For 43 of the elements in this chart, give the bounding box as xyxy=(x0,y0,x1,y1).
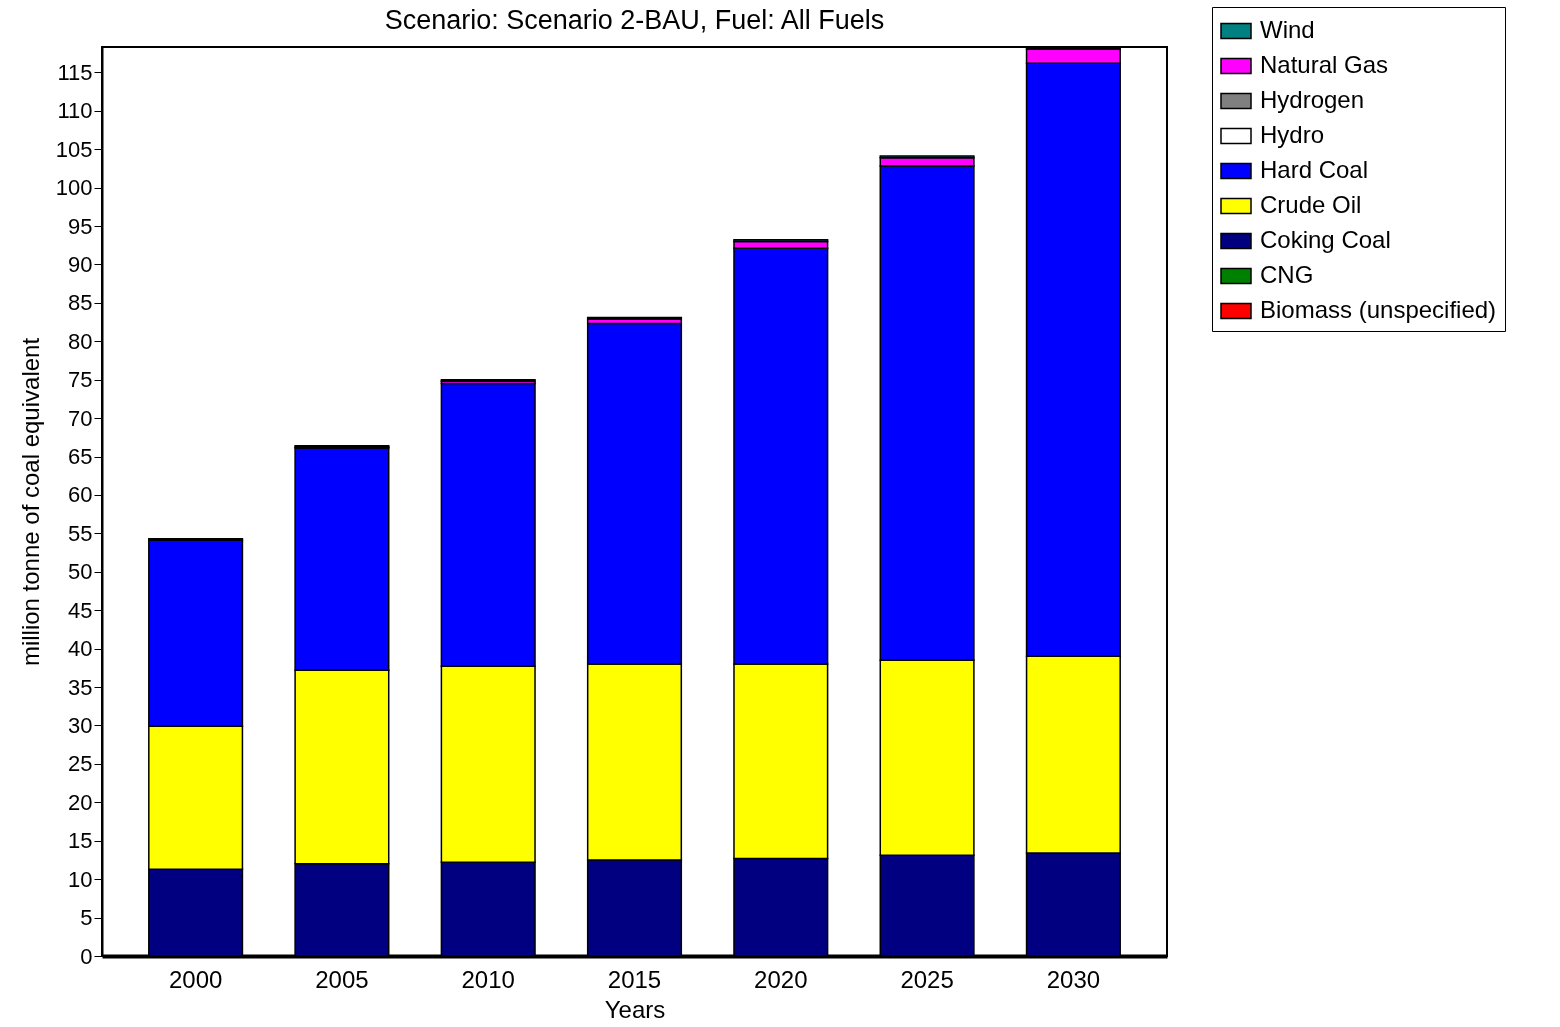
legend-label: Coking Coal xyxy=(1260,226,1391,253)
y-tick-label: 75 xyxy=(68,367,93,393)
y-tick-label: 100 xyxy=(55,175,93,201)
x-tick-label: 2000 xyxy=(168,965,223,993)
y-tick-label: 90 xyxy=(68,251,93,277)
chart-title: Scenario: Scenario 2-BAU, Fuel: All Fuels xyxy=(384,4,885,35)
y-tick-label: 80 xyxy=(68,328,93,354)
x-tick-label: 2025 xyxy=(900,965,954,993)
legend-label: Crude Oil xyxy=(1260,191,1362,218)
x-tick-label: 2030 xyxy=(1046,965,1101,993)
y-tick-label: 95 xyxy=(68,213,93,239)
y-tick-label: 5 xyxy=(80,905,93,931)
y-tick-label: 60 xyxy=(68,482,93,508)
y-axis-title: million tonne of coal equivalent xyxy=(16,337,44,667)
y-tick-label: 20 xyxy=(68,789,93,815)
x-tick-label: 2005 xyxy=(315,965,369,993)
legend-label: Natural Gas xyxy=(1260,51,1389,78)
y-tick-label: 115 xyxy=(57,59,93,85)
y-tick-label: 45 xyxy=(68,597,93,623)
y-tick-label: 30 xyxy=(68,712,93,738)
y-tick-label: 40 xyxy=(68,636,93,662)
legend-label: Hard Coal xyxy=(1260,156,1369,183)
y-tick-label: 110 xyxy=(57,98,93,124)
x-tick-label: 2015 xyxy=(607,965,662,993)
y-tick-label: 10 xyxy=(68,866,93,892)
legend-label: Wind xyxy=(1260,16,1315,43)
y-tick-label: 55 xyxy=(68,520,93,546)
y-tick-label: 0 xyxy=(80,943,93,969)
y-tick-label: 70 xyxy=(68,405,93,431)
y-tick-label: 85 xyxy=(68,290,93,316)
x-axis-title: Years xyxy=(604,995,666,1023)
y-tick-label: 50 xyxy=(68,559,93,585)
y-tick-label: 25 xyxy=(68,751,93,777)
y-tick-label: 15 xyxy=(68,828,93,854)
x-tick-label: 2010 xyxy=(461,965,515,993)
legend-label: Hydrogen xyxy=(1260,86,1365,113)
legend-label: CNG xyxy=(1260,261,1314,288)
y-tick-label: 65 xyxy=(68,444,93,470)
x-tick-label: 2020 xyxy=(754,965,808,993)
legend-label: Biomass (unspecified) xyxy=(1260,296,1497,323)
y-tick-label: 35 xyxy=(68,674,93,700)
y-tick-label: 105 xyxy=(55,136,93,162)
legend-label: Hydro xyxy=(1260,121,1325,148)
